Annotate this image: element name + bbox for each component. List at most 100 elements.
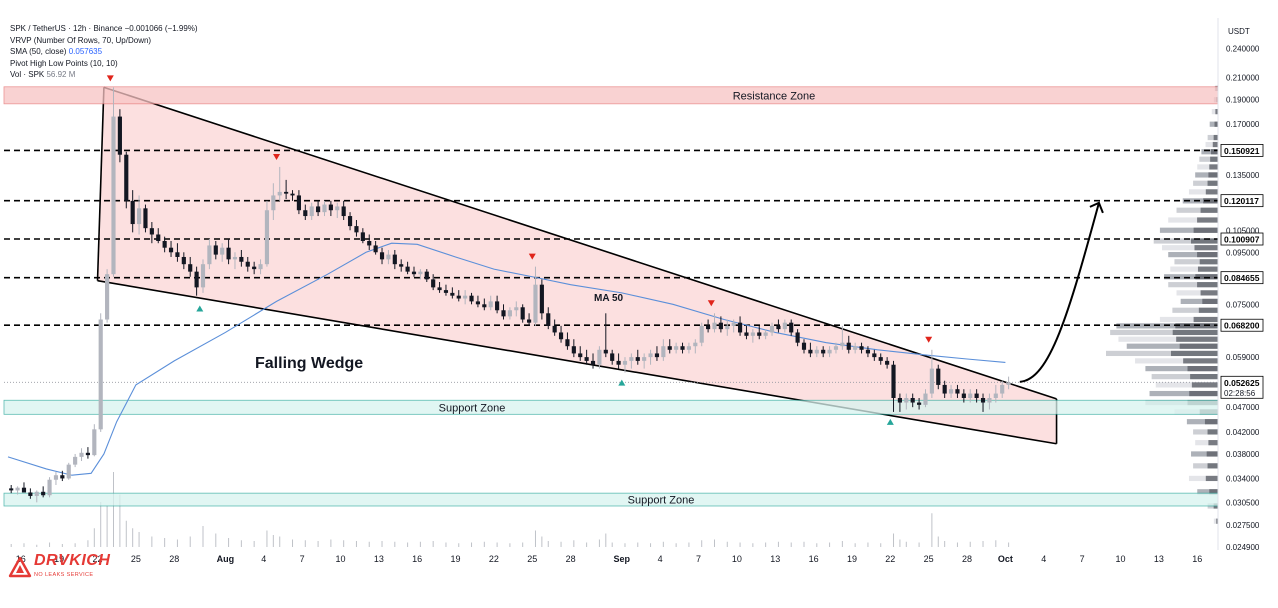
candle-body [725, 325, 730, 330]
price-level-tag[interactable]: 0.150921 [1220, 144, 1264, 157]
wedge-left-edge [96, 87, 105, 281]
time-axis[interactable]: 16 19 22 25 28 Aug 4 7 10 13 16 19 22 25 28 Sep 4 7 10 13 16… [16, 554, 1202, 564]
price-tick-label: 0.170000 [1226, 120, 1260, 129]
candle-body [654, 353, 660, 358]
price-axis[interactable]: USDT 0.240000 0.210000 0.190000 0.170000 0.13… [1217, 18, 1264, 552]
candle-body [418, 271, 423, 275]
brand-name: DRVKICH [34, 552, 111, 569]
volume-profile-bar-down [1204, 419, 1218, 425]
candle [872, 349, 877, 361]
candle [923, 389, 928, 408]
pivot-high-marker [106, 75, 114, 82]
candle-body [763, 332, 768, 336]
price-level-tag-box [1220, 144, 1264, 157]
candle-body [85, 452, 90, 456]
candle-body [424, 271, 429, 280]
price-level-tag[interactable]: 0.068200 [1220, 318, 1264, 332]
pivot-high-marker [273, 153, 281, 160]
candle [284, 179, 289, 200]
candle [827, 346, 832, 358]
projection-arrow[interactable] [1019, 201, 1104, 383]
wedge-upper-line[interactable] [103, 86, 1057, 400]
vrvp-indicator[interactable]: VRVP (Number Of Rows, 70, Up/Down) [10, 35, 152, 45]
volume-profile-bar-down [1202, 298, 1218, 304]
support-zone[interactable] [3, 399, 1219, 415]
candle-body [341, 206, 346, 217]
pivot-indicator[interactable]: Pivot High Low Points (10, 10) [10, 58, 118, 68]
volume-profile-bar-down [1205, 475, 1218, 482]
sma-label: SMA (50, close) [10, 47, 67, 56]
candle [757, 325, 762, 340]
candle [693, 339, 698, 354]
candle [220, 243, 225, 262]
candle-body [821, 349, 826, 354]
candle [418, 269, 423, 280]
candle-countdown: 02:28:56 [1224, 389, 1256, 398]
candle [725, 319, 730, 336]
symbol-header[interactable]: SPK / TetherUS · 12h · Binance −0.001066… [10, 23, 198, 35]
candle [821, 346, 826, 358]
projection-curve[interactable] [1019, 202, 1100, 383]
resistance-zone[interactable] [3, 86, 1219, 105]
candle [648, 349, 653, 365]
volume-value: 56.92 M [46, 70, 76, 79]
price-tick-label: 0.105000 [1226, 226, 1260, 235]
candle [661, 339, 666, 361]
candle [527, 313, 532, 326]
candle [718, 316, 723, 333]
time-tick-label: 13 [1154, 554, 1164, 564]
candle [117, 109, 122, 163]
volume-profile-bar [1168, 282, 1218, 288]
candle-body [904, 398, 909, 403]
support-zone[interactable] [3, 492, 1219, 507]
candle-body [411, 271, 417, 275]
volume-profile-bar [1170, 266, 1218, 272]
candle-body [558, 332, 564, 340]
brand-tagline: NO LEAKS SERVICE [34, 572, 94, 578]
candle-body [590, 360, 596, 365]
candle-body [66, 464, 71, 479]
volume-indicator[interactable]: Vol · SPK 56.92 M [10, 69, 198, 81]
candle [814, 346, 819, 358]
price-level-tag[interactable]: 0.084655 [1220, 271, 1264, 285]
candle-body [917, 402, 922, 405]
candle-body [955, 389, 960, 394]
candle-body [28, 492, 33, 496]
candle [66, 462, 71, 480]
sma-indicator[interactable]: SMA (50, close) 0.057635 [10, 46, 198, 58]
time-tick-label: 7 [300, 554, 305, 564]
horizontal-levels[interactable] [4, 149, 1218, 383]
candle [34, 490, 39, 503]
candle-body [936, 368, 941, 385]
price-level-tag[interactable]: 0.120117 [1220, 194, 1264, 208]
wedge-lower-line[interactable] [97, 279, 1057, 445]
candle [53, 472, 59, 486]
candle-body [245, 261, 250, 267]
volume-profile-bar-down [1214, 121, 1218, 127]
candle [347, 212, 353, 231]
candle [328, 200, 333, 217]
candle-body [405, 266, 410, 272]
candle [290, 190, 295, 201]
candle-body [322, 204, 327, 213]
volume-profile-bar-down [1207, 180, 1218, 186]
pivot-high-marker [707, 300, 715, 307]
candle [200, 259, 206, 293]
price-level-tag-box [1220, 318, 1264, 332]
candle-body [239, 256, 244, 262]
pivot-low-marker [618, 379, 626, 386]
candle-body [392, 254, 397, 265]
candle-body [354, 226, 359, 233]
candle [929, 349, 934, 399]
volume-profile-bar-down [1206, 451, 1218, 457]
candle-body [443, 290, 449, 293]
time-tick-label: 19 [847, 554, 857, 564]
candle-body [674, 346, 679, 350]
volume-profile-bar [1209, 121, 1218, 127]
price-zones[interactable]: Resistance Zone Support Zone Support Zone [3, 86, 1219, 507]
price-level-tag[interactable]: 0.100907 [1220, 232, 1264, 246]
candle-body [175, 252, 180, 257]
candle [303, 204, 308, 221]
